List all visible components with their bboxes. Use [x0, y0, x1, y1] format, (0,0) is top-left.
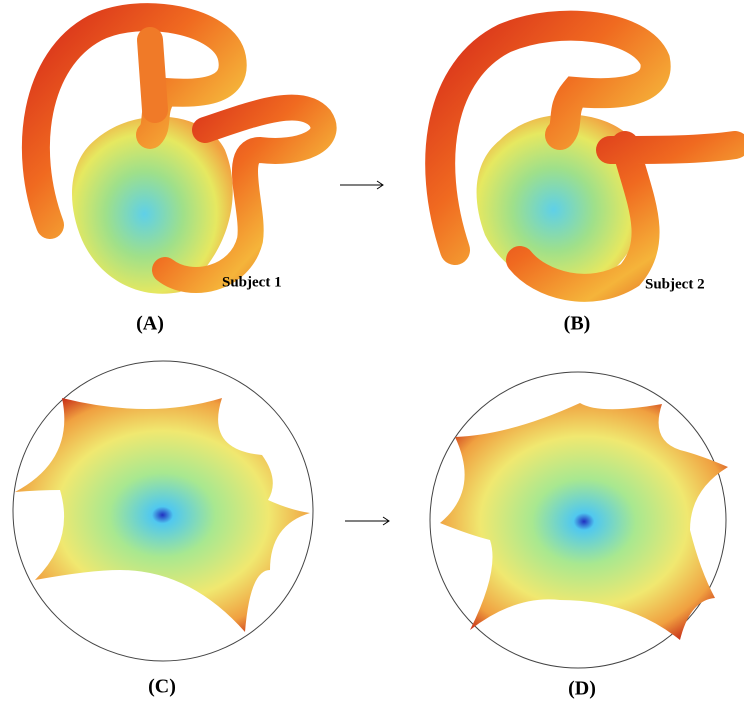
subject-label: Subject 2	[645, 276, 705, 292]
panel-label: (C)	[148, 676, 176, 698]
figure: Subject 1 Subject 2 (A) (B) (C) (D)	[0, 0, 744, 704]
arrow	[340, 181, 389, 525]
panel-label: (D)	[568, 678, 596, 700]
subject-label: Subject 1	[222, 274, 282, 290]
panel-label: (B)	[564, 313, 591, 335]
mesh-a	[36, 17, 324, 294]
mesh-b	[440, 26, 735, 288]
panel-label: (A)	[136, 313, 164, 335]
flattened-mesh-d	[440, 403, 728, 640]
flattened-mesh-c	[15, 398, 310, 632]
